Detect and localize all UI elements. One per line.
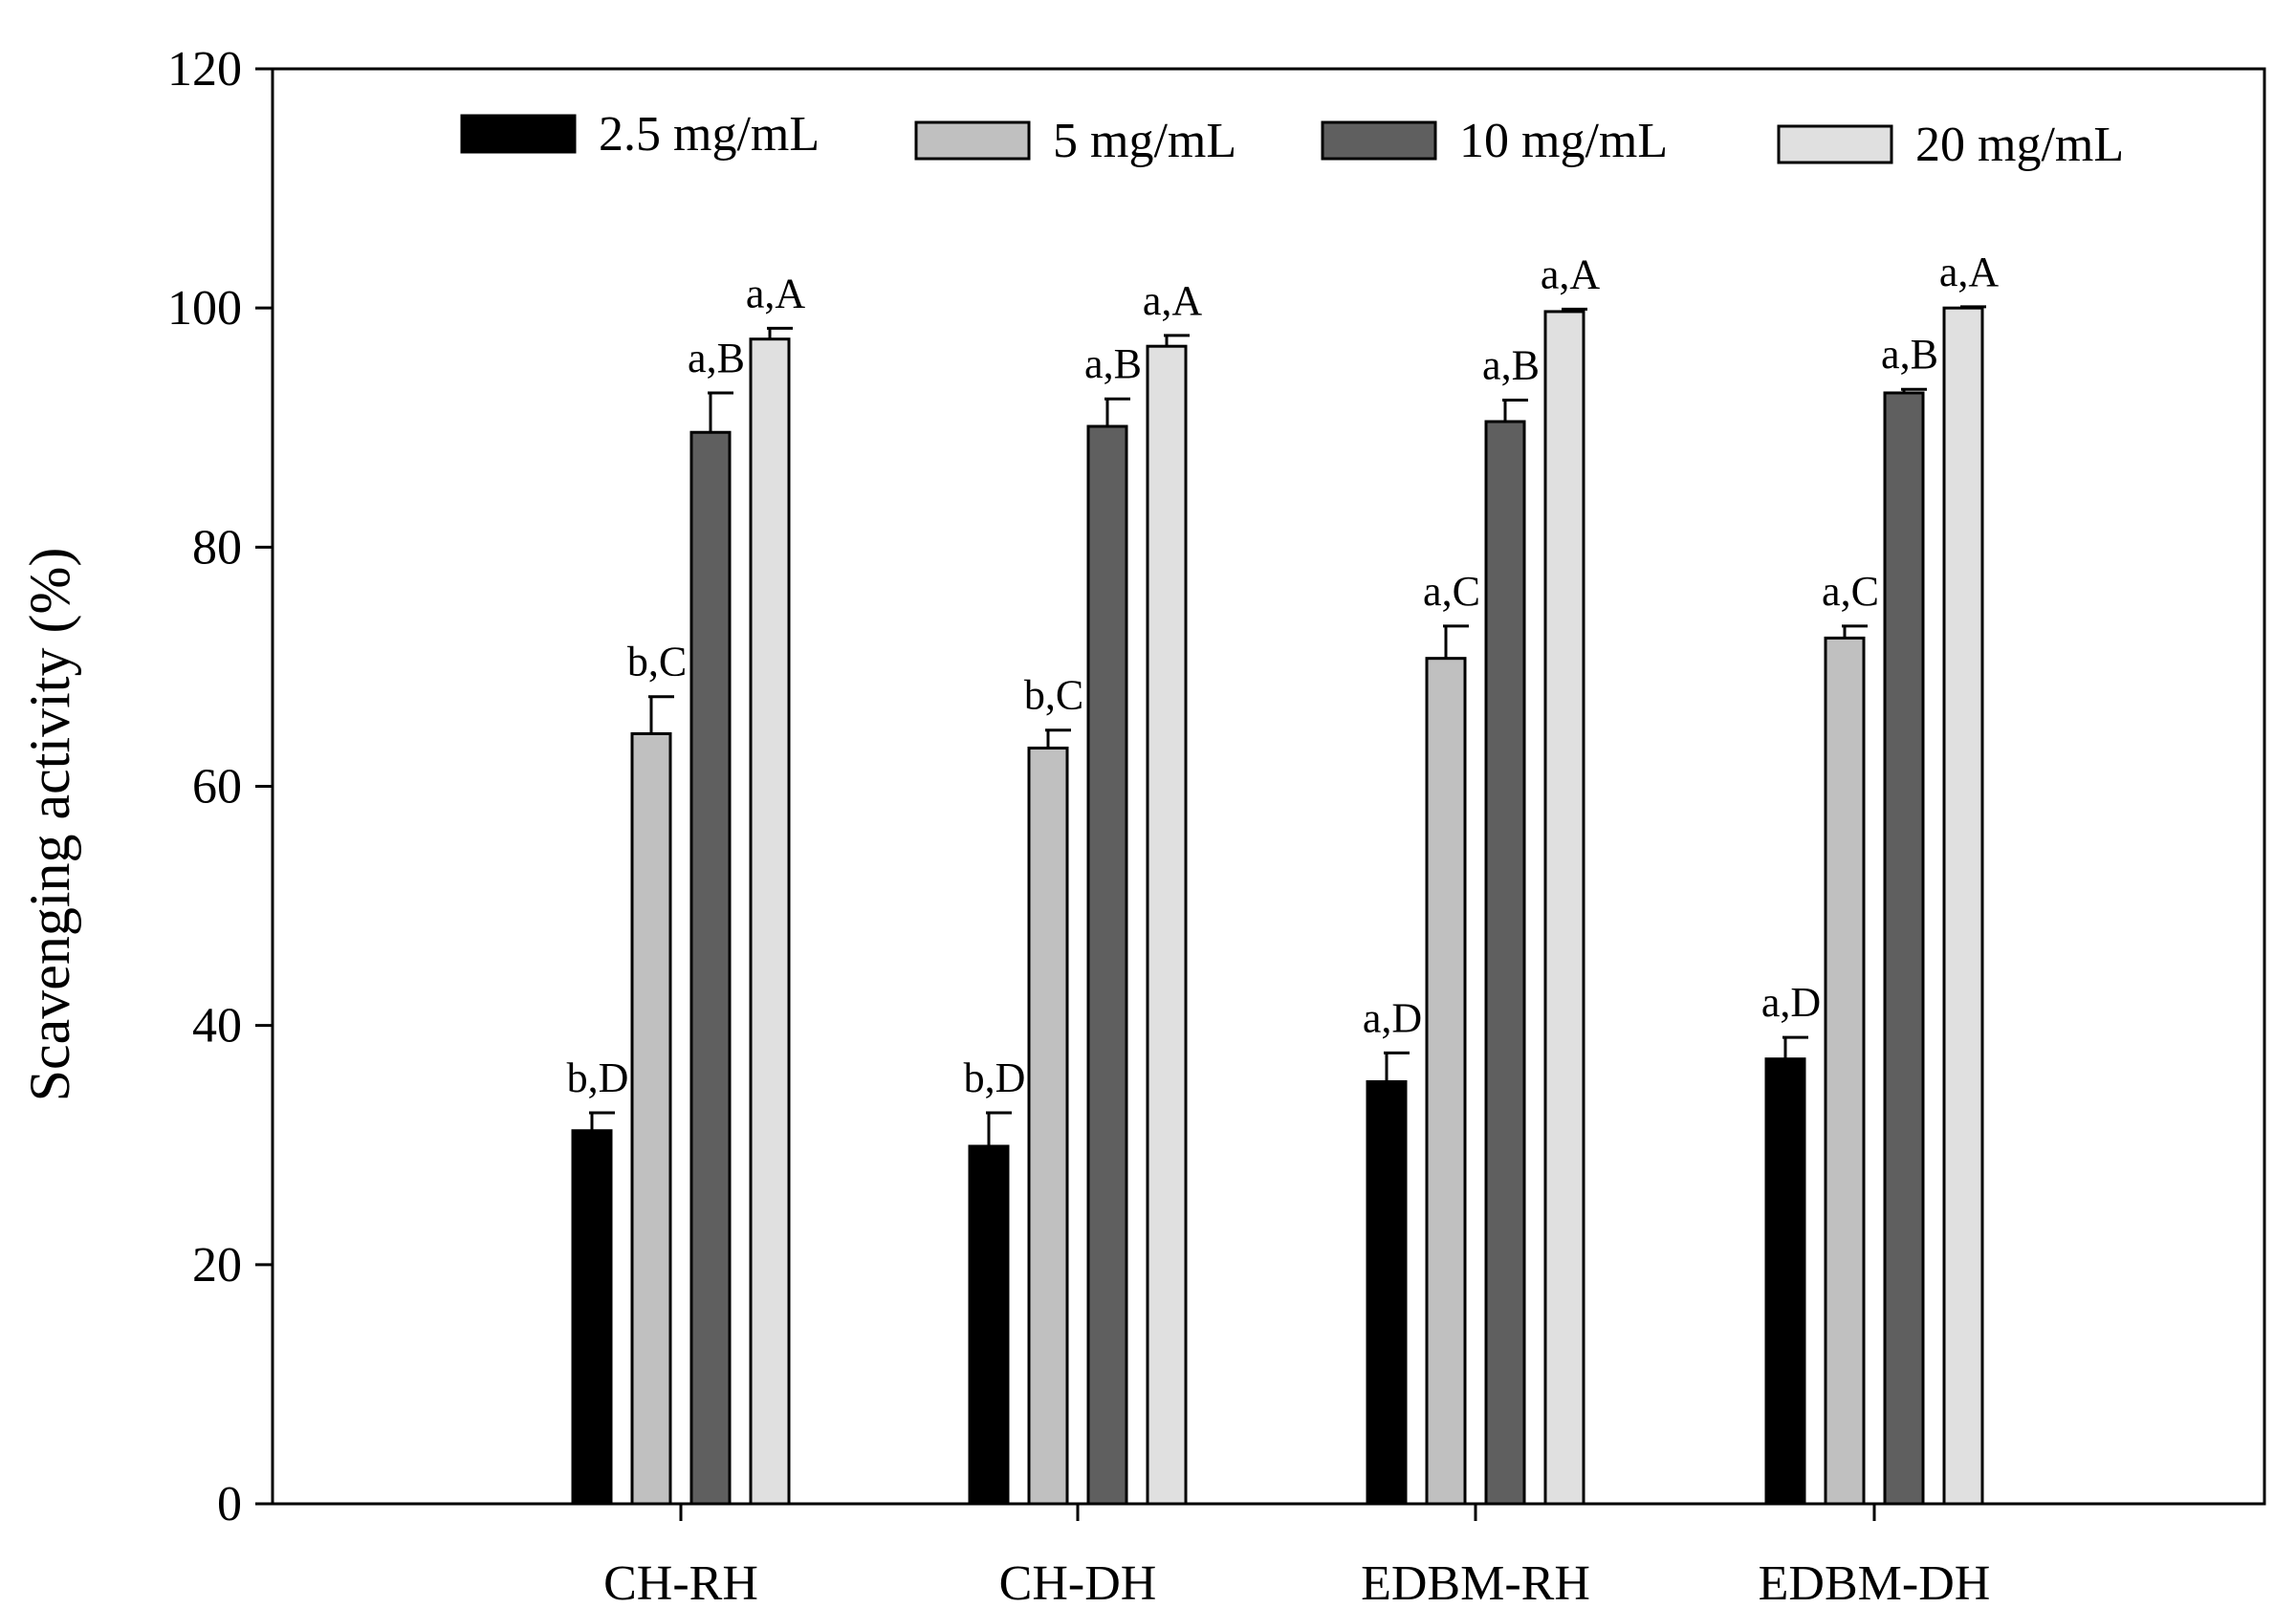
x-category-label: EDBM-RH xyxy=(1361,1556,1590,1608)
legend: 2.5 mg/mL 5 mg/mL 10 mg/mL 20 mg/mL xyxy=(460,107,2124,172)
significance-label: b,D xyxy=(964,1054,1026,1101)
significance-label: a,A xyxy=(1541,250,1601,297)
significance-label: a,B xyxy=(1084,340,1142,387)
significance-label: a,B xyxy=(688,335,745,381)
bar-2-ch-rh xyxy=(630,731,672,1506)
x-axis: CH-RH CH-DH EDBM-RH EDBM-DH xyxy=(603,1504,1990,1608)
bar-3-ch-dh xyxy=(1086,424,1128,1506)
significance-label: a,A xyxy=(1143,277,1203,324)
bar-4-edbm-rh xyxy=(1543,310,1585,1506)
y-axis-title: Scavenging activity (%) xyxy=(18,548,81,1102)
x-category-label: EDBM-DH xyxy=(1759,1556,1991,1608)
legend-swatch xyxy=(1777,124,1893,164)
y-tick-label: 80 xyxy=(192,520,242,575)
significance-label: a,C xyxy=(1423,568,1480,615)
y-tick-label: 20 xyxy=(192,1238,242,1293)
legend-swatch xyxy=(460,114,577,154)
bar-3-ch-rh xyxy=(689,430,732,1506)
bar-1-edbm-rh xyxy=(1366,1079,1408,1506)
legend-label: 5 mg/mL xyxy=(1053,114,1236,168)
bar-3-edbm-dh xyxy=(1883,391,1925,1506)
bar-4-ch-rh xyxy=(749,337,791,1506)
bars-layer xyxy=(571,306,1984,1506)
bar-3-edbm-rh xyxy=(1484,420,1526,1506)
significance-label: a,B xyxy=(1881,331,1938,378)
x-category-label: CH-DH xyxy=(999,1556,1157,1608)
significance-label: a,D xyxy=(1761,979,1821,1026)
significance-label: b,D xyxy=(567,1054,629,1101)
legend-label: 10 mg/mL xyxy=(1459,114,1668,168)
significance-label: a,C xyxy=(1822,568,1879,615)
legend-swatch xyxy=(1321,120,1437,161)
significance-label: a,B xyxy=(1482,341,1540,388)
bar-2-edbm-dh xyxy=(1824,636,1866,1506)
bar-2-edbm-rh xyxy=(1425,657,1467,1506)
significance-label: a,D xyxy=(1363,994,1422,1041)
y-tick-label: 100 xyxy=(167,281,242,336)
y-tick-label: 40 xyxy=(192,999,242,1054)
significance-label: a,A xyxy=(1939,249,2000,295)
legend-swatch xyxy=(914,120,1031,161)
bar-4-edbm-dh xyxy=(1942,306,1984,1506)
bar-1-edbm-dh xyxy=(1764,1057,1806,1506)
error-bars-layer xyxy=(589,305,1986,1147)
y-axis: 0 20 40 60 80 100 120 xyxy=(167,42,273,1532)
significance-label: b,C xyxy=(1024,672,1083,719)
y-tick-label: 120 xyxy=(167,42,242,97)
bar-1-ch-rh xyxy=(571,1129,613,1506)
legend-label: 2.5 mg/mL xyxy=(599,107,820,162)
x-category-label: CH-RH xyxy=(603,1556,758,1608)
significance-labels-layer: b,D b,Da,D a,Db,Cb,Ca,C a,Ca,B a,B a,B a,Ba,A a… xyxy=(567,249,2000,1101)
bar-4-ch-dh xyxy=(1146,344,1188,1506)
significance-label: a,A xyxy=(746,270,806,316)
y-tick-label: 0 xyxy=(217,1477,242,1532)
bar-2-ch-dh xyxy=(1027,746,1069,1506)
y-tick-label: 60 xyxy=(192,760,242,815)
bar-1-ch-dh xyxy=(968,1144,1010,1506)
significance-label: b,C xyxy=(627,639,687,685)
legend-label: 20 mg/mL xyxy=(1915,118,2124,172)
